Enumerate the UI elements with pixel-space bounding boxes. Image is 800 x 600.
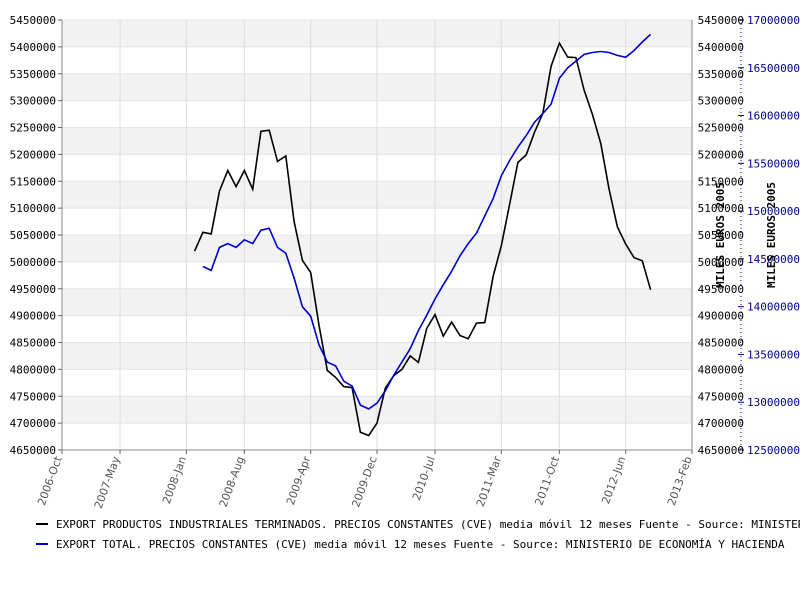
legend: EXPORT PRODUCTOS INDUSTRIALES TERMINADOS… xyxy=(36,514,800,554)
y-tick-label: 4950000 xyxy=(10,283,56,296)
y-tick-label-right: 5250000 xyxy=(698,122,744,135)
series-lines xyxy=(193,33,652,437)
y2-tick-label: 13000000 xyxy=(747,396,800,409)
y-tick-label-right: 5150000 xyxy=(698,175,744,188)
y-tick-label: 5150000 xyxy=(10,175,56,188)
x-tick-label: 2013-Feb xyxy=(665,455,695,508)
y-tick-label-right: 4950000 xyxy=(698,283,744,296)
y2-tick-label: 16000000 xyxy=(747,110,800,123)
series-line-total xyxy=(202,33,652,410)
x-tick-label: 2007-May xyxy=(92,454,123,510)
y2-tick-label: 14500000 xyxy=(747,253,800,266)
y-tick-label: 5400000 xyxy=(10,41,56,54)
x-tick-label: 2011-Oct xyxy=(532,454,562,507)
legend-item-total: EXPORT TOTAL. PRECIOS CONSTANTES (CVE) m… xyxy=(36,534,800,554)
left-axis: 4650000 4700000 4750000 4800000 4850000 49000… xyxy=(10,14,62,457)
x-tick-label: 2012-Jun xyxy=(599,455,628,506)
x-tick-label: 2006-Oct xyxy=(35,454,65,507)
y-tick-label: 4850000 xyxy=(10,337,56,350)
y-tick-label: 4700000 xyxy=(10,417,56,430)
y2-tick-label: 14000000 xyxy=(747,301,800,314)
y-tick-label: 5350000 xyxy=(10,68,56,81)
legend-label: EXPORT PRODUCTOS INDUSTRIALES TERMINADOS… xyxy=(56,517,800,531)
y-tick-label: 4900000 xyxy=(10,310,56,323)
y2-tick-label: 17000000 xyxy=(747,14,800,27)
y-tick-label: 5000000 xyxy=(10,256,56,269)
y-tick-label-right: 4800000 xyxy=(698,363,744,376)
y-tick-label-right: 5100000 xyxy=(698,202,744,215)
right-axis-title: MILES EUROS 2005 xyxy=(765,182,778,288)
y2-tick-label: 16500000 xyxy=(747,62,800,75)
y-tick-label: 4800000 xyxy=(10,363,56,376)
y-tick-label: 5200000 xyxy=(10,148,56,161)
legend-swatch-blue xyxy=(36,543,48,545)
legend-swatch-black xyxy=(36,523,48,525)
x-tick-label: 2011-Mar xyxy=(474,454,504,508)
y-tick-label-right: 4750000 xyxy=(698,390,744,403)
y-tick-label: 4650000 xyxy=(10,444,56,457)
y-tick-label-right: 5050000 xyxy=(698,229,744,242)
y-tick-label: 5300000 xyxy=(10,95,56,108)
legend-label: EXPORT TOTAL. PRECIOS CONSTANTES (CVE) m… xyxy=(56,537,785,551)
y2-tick-label: 15500000 xyxy=(747,157,800,170)
x-tick-label: 2010-Jul xyxy=(410,455,438,503)
y-tick-label: 5100000 xyxy=(10,202,56,215)
y-tick-label-right: 4650000 xyxy=(698,444,744,457)
y-tick-label: 5450000 xyxy=(10,14,56,27)
y-tick-label: 4750000 xyxy=(10,390,56,403)
x-axis: 2006-Oct 2007-May 2008-Jan 2008-Aug 2009-Apr… xyxy=(35,450,695,510)
legend-item-industrial: EXPORT PRODUCTOS INDUSTRIALES TERMINADOS… xyxy=(36,514,800,534)
y-tick-label: 5250000 xyxy=(10,122,56,135)
series-line-industrial xyxy=(193,41,652,437)
y-tick-label-right: 5350000 xyxy=(698,68,744,81)
x-tick-label: 2009-Apr xyxy=(284,454,314,507)
y-tick-label-right: 4850000 xyxy=(698,337,744,350)
x-tick-label: 2008-Aug xyxy=(217,455,247,509)
y-tick-label-right: 5200000 xyxy=(698,148,744,161)
left-axis-title: MILES EUROS 2005 xyxy=(714,182,727,288)
y-tick-label-right: 5300000 xyxy=(698,95,744,108)
y-tick-label-right: 5450000 xyxy=(698,14,744,27)
right-axis: 12500000 13000000 13500000 14000000 14500000… xyxy=(698,14,800,457)
y2-tick-label: 12500000 xyxy=(747,444,800,457)
y2-tick-label: 15000000 xyxy=(747,205,800,218)
y2-tick-label: 13500000 xyxy=(747,348,800,361)
x-tick-label: 2009-Dec xyxy=(349,455,379,509)
y-tick-label-right: 5400000 xyxy=(698,41,744,54)
y-tick-label-right: 4900000 xyxy=(698,310,744,323)
y-tick-label-right: 5000000 xyxy=(698,256,744,269)
x-tick-label: 2008-Jan xyxy=(160,455,189,506)
y-tick-label-right: 4700000 xyxy=(698,417,744,430)
plot-area xyxy=(61,19,693,451)
y-tick-label: 5050000 xyxy=(10,229,56,242)
